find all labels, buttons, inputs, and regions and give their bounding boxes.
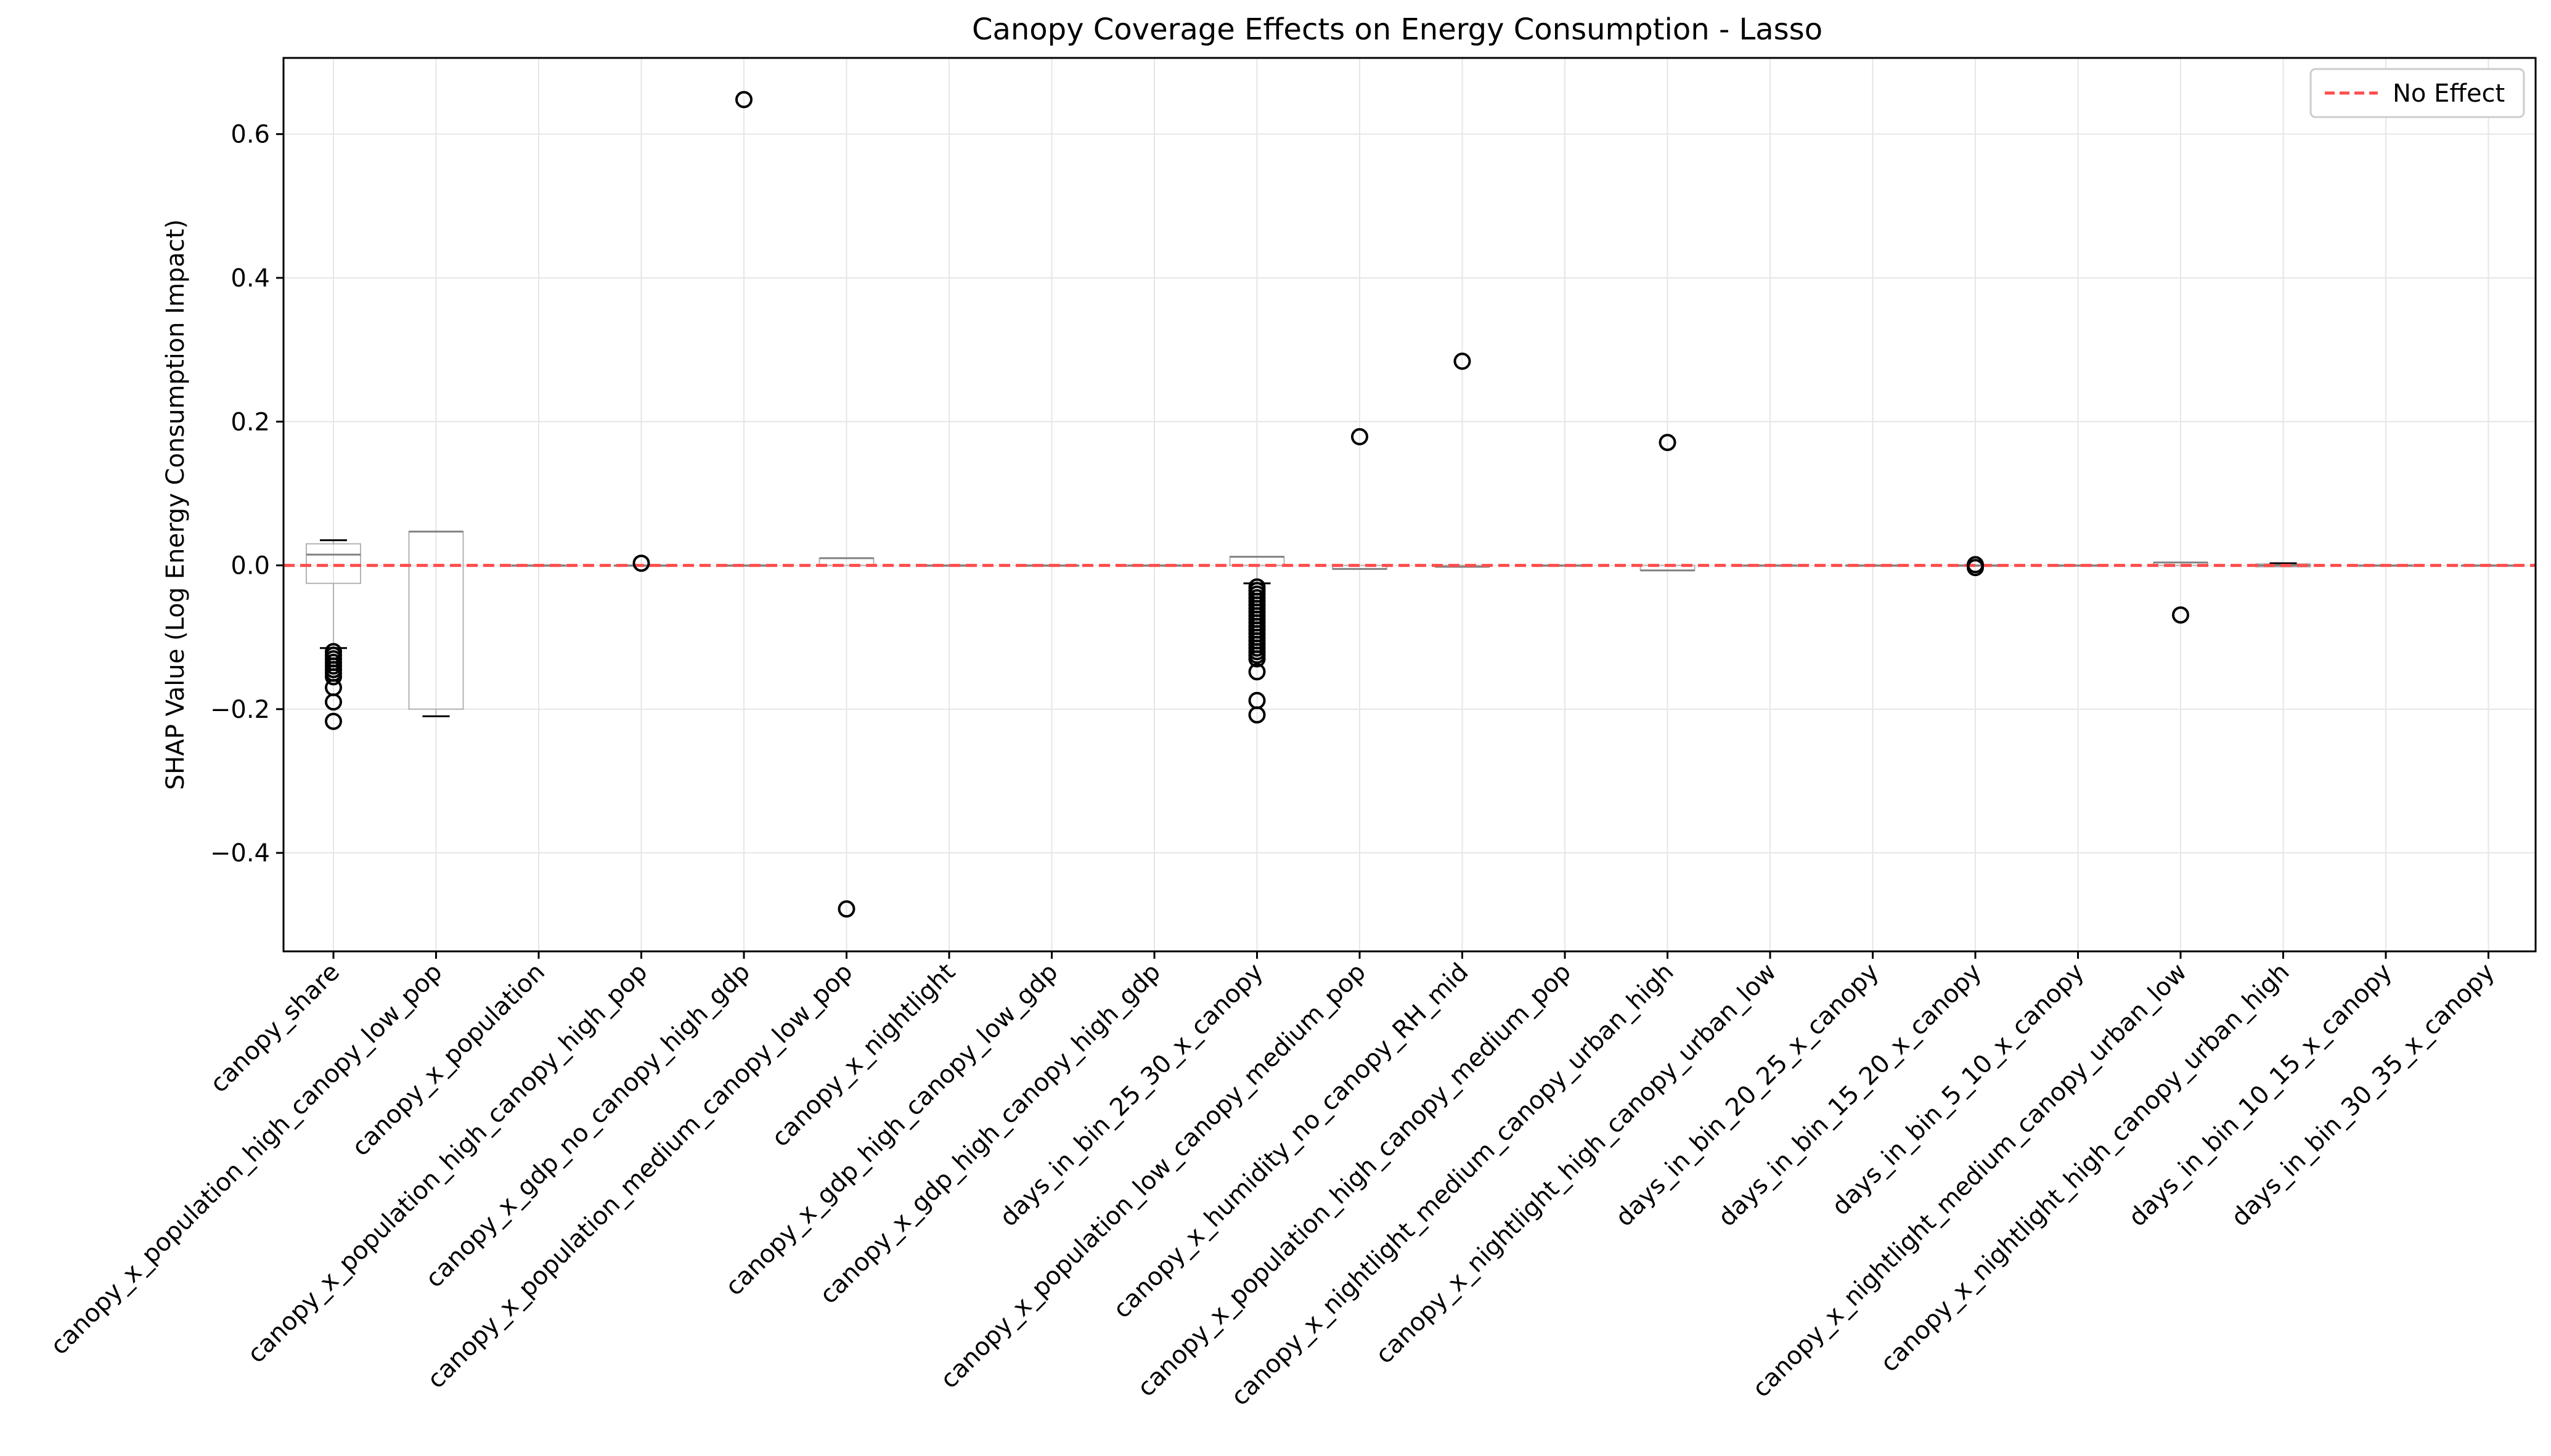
plot-area-frame — [282, 57, 2537, 953]
outlier-point — [1248, 706, 1266, 724]
outlier-point — [838, 900, 855, 918]
outlier-point — [1453, 352, 1471, 370]
y-tick-label: 0.2 — [231, 408, 270, 436]
y-tick-label: −0.2 — [210, 696, 270, 724]
outlier-point — [2172, 606, 2189, 624]
outlier-point — [1248, 663, 1266, 681]
legend-no-effect-label: No Effect — [2393, 79, 2505, 108]
y-tick-label: 0.0 — [231, 552, 270, 580]
outlier-point — [1659, 434, 1676, 452]
y-tick-label: −0.4 — [210, 839, 270, 868]
chart-title: Canopy Coverage Effects on Energy Consum… — [972, 12, 1822, 47]
outlier-point — [1967, 559, 1984, 577]
legend: No Effect — [2309, 68, 2525, 118]
y-tick-label: 0.4 — [231, 264, 270, 293]
outlier-point — [632, 555, 650, 572]
y-axis-label: SHAP Value (Log Energy Consumption Impac… — [161, 219, 190, 790]
outlier-points — [325, 91, 2189, 918]
outlier-point — [325, 712, 342, 730]
legend-box — [2309, 68, 2525, 118]
outlier-point — [1248, 650, 1266, 668]
outlier-point — [735, 91, 753, 108]
outlier-point — [325, 693, 342, 711]
y-axis: −0.4 −0.2 0.0 0.2 0.4 0.6 — [210, 121, 284, 868]
outlier-point — [1351, 428, 1368, 445]
outlier-point — [325, 668, 342, 686]
y-tick-label: 0.6 — [231, 121, 270, 149]
